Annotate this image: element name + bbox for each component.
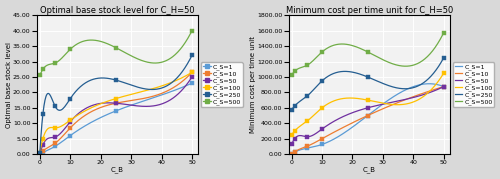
Y-axis label: Minimum cost per time unit: Minimum cost per time unit [250, 36, 256, 133]
C_S=50 [289, 142, 295, 144]
C_S=250 [288, 109, 294, 111]
C_S=10 [378, 108, 384, 110]
C_S=100 [417, 98, 423, 100]
C_S=1 [440, 86, 446, 88]
C_S=250 [382, 83, 388, 85]
C_S=10 [440, 86, 446, 88]
C_S=10 [382, 107, 388, 109]
Legend: C_S=1, C_S=10, C_S=50, C_S=100, C_S=250, C_S=500: C_S=1, C_S=10, C_S=50, C_S=100, C_S=250,… [201, 62, 242, 107]
C_S=50 [288, 143, 294, 146]
Line: C_S=250: C_S=250 [292, 58, 444, 110]
X-axis label: C_B: C_B [111, 167, 124, 173]
C_S=50 [440, 86, 446, 88]
C_S=500 [426, 53, 432, 55]
C_S=10 [417, 93, 423, 95]
C_S=1 [288, 153, 294, 155]
Title: Optimal base stock level for C_H=50: Optimal base stock level for C_H=50 [40, 6, 194, 14]
C_S=1 [382, 101, 388, 104]
C_S=1 [427, 83, 433, 85]
C_S=500 [382, 60, 388, 62]
Legend: C_S=1, C_S=10, C_S=50, C_S=100, C_S=250, C_S=500: C_S=1, C_S=10, C_S=50, C_S=100, C_S=250,… [453, 62, 494, 107]
Y-axis label: Optimal base stock level: Optimal base stock level [6, 42, 12, 128]
C_S=1 [378, 104, 384, 106]
Line: C_S=10: C_S=10 [292, 87, 444, 154]
C_S=500 [379, 58, 385, 61]
C_S=50 [417, 95, 423, 97]
Line: C_S=1: C_S=1 [292, 84, 444, 154]
C_S=1 [289, 153, 295, 155]
C_S=250 [378, 82, 384, 84]
C_S=500 [440, 32, 446, 34]
C_S=500 [417, 61, 423, 63]
C_S=250 [379, 82, 385, 84]
C_S=50 [426, 91, 432, 94]
C_S=100 [289, 133, 295, 135]
C_S=100 [426, 90, 432, 93]
C_S=10 [379, 108, 385, 110]
Line: C_S=50: C_S=50 [292, 87, 444, 144]
Title: Minimum cost per time unit for C_H=50: Minimum cost per time unit for C_H=50 [286, 6, 453, 14]
Line: C_S=100: C_S=100 [292, 73, 444, 135]
C_S=10 [289, 153, 295, 155]
C_S=1 [417, 84, 423, 86]
C_S=10 [288, 153, 294, 155]
C_S=250 [426, 77, 432, 79]
C_S=100 [379, 102, 385, 104]
Line: C_S=500: C_S=500 [292, 33, 444, 75]
C_S=1 [426, 83, 432, 85]
C_S=50 [379, 103, 385, 105]
C_S=250 [417, 84, 423, 86]
C_S=500 [378, 58, 384, 60]
C_S=1 [379, 103, 385, 106]
C_S=100 [378, 102, 384, 104]
C_S=50 [382, 103, 388, 105]
C_S=500 [288, 74, 294, 76]
C_S=100 [288, 134, 294, 136]
C_S=250 [440, 57, 446, 59]
C_S=50 [378, 103, 384, 105]
X-axis label: C_B: C_B [362, 167, 376, 173]
C_S=100 [382, 102, 388, 105]
C_S=250 [289, 108, 295, 110]
C_S=100 [440, 72, 446, 74]
C_S=500 [289, 73, 295, 75]
C_S=10 [426, 90, 432, 92]
